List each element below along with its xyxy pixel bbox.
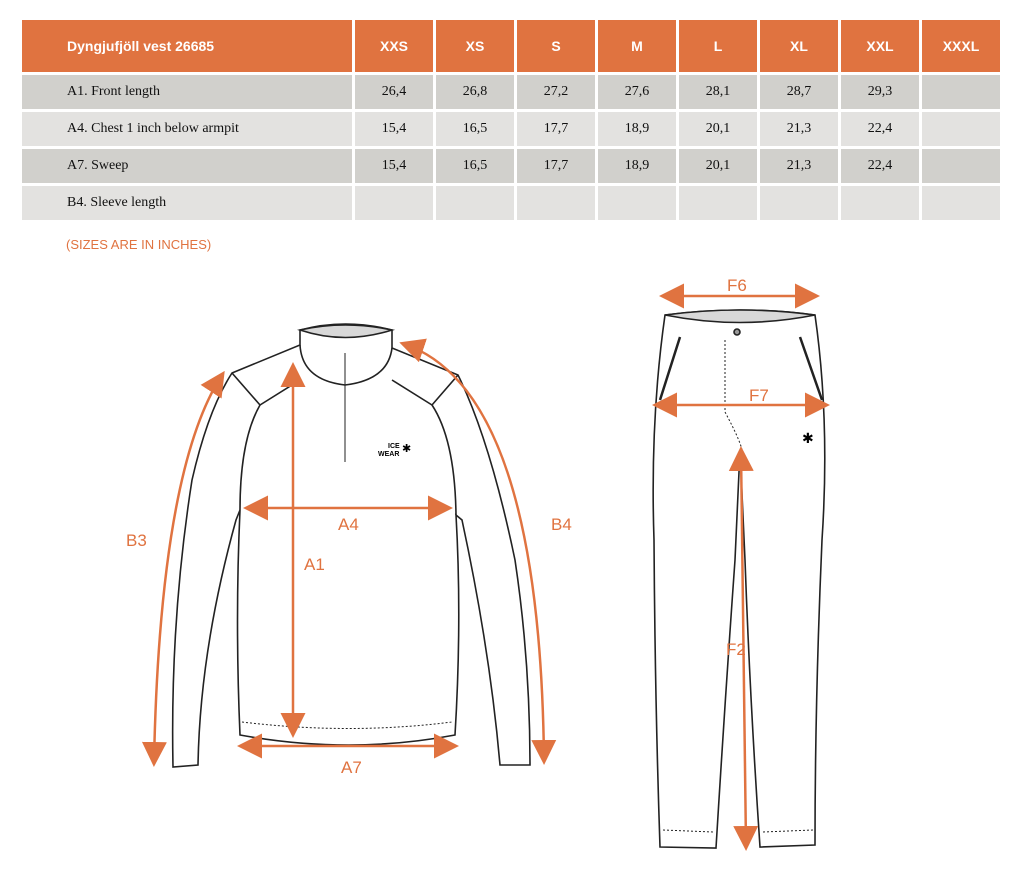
units-note: (SIZES ARE IN INCHES) — [66, 237, 212, 252]
jacket-outline — [171, 323, 531, 768]
table-cell: 16,5 — [436, 149, 514, 183]
row-label: A7. Sweep — [22, 149, 352, 183]
row-label: A1. Front length — [22, 75, 352, 109]
table-cell: 20,1 — [679, 112, 757, 146]
table-cell: 26,4 — [355, 75, 433, 109]
table-cell — [922, 186, 1000, 220]
table-cell — [598, 186, 676, 220]
size-header-s: S — [517, 20, 595, 72]
row-label: B4. Sleeve length — [22, 186, 352, 220]
table-cell — [679, 186, 757, 220]
table-cell — [922, 75, 1000, 109]
label-f6: F6 — [727, 276, 747, 295]
table-header-row: Dyngjufjöll vest 26685 XXS XS S M L XL XXL XXXL — [22, 20, 1000, 72]
b3-arrow — [141, 370, 225, 767]
pants-outline — [652, 309, 826, 849]
snowflake-logo-icon: ✱ — [402, 443, 411, 455]
row-label: A4. Chest 1 inch below armpit — [22, 112, 352, 146]
table-cell — [760, 186, 838, 220]
size-chart-table: Dyngjufjöll vest 26685 XXS XS S M L XL XXL XXXL… — [19, 17, 1003, 223]
table-cell: 15,4 — [355, 149, 433, 183]
size-header-l: L — [679, 20, 757, 72]
size-header-m: M — [598, 20, 676, 72]
table-cell: 18,9 — [598, 112, 676, 146]
table-row: B4. Sleeve length — [22, 186, 1000, 220]
size-header-xs: XS — [436, 20, 514, 72]
size-header-xxl: XXL — [841, 20, 919, 72]
size-header-xxxl: XXXL — [922, 20, 1000, 72]
table-cell: 29,3 — [841, 75, 919, 109]
table-cell — [517, 186, 595, 220]
table-cell — [841, 186, 919, 220]
label-a7: A7 — [341, 758, 362, 777]
size-header-xxs: XXS — [355, 20, 433, 72]
table-cell: 17,7 — [517, 149, 595, 183]
logo-text-wear: WEAR — [378, 451, 399, 458]
table-cell: 22,4 — [841, 149, 919, 183]
table-cell: 27,2 — [517, 75, 595, 109]
table-cell: 16,5 — [436, 112, 514, 146]
table-cell: 28,7 — [760, 75, 838, 109]
snowflake-logo-pants-icon: ✱ — [802, 432, 814, 447]
size-header-xl: XL — [760, 20, 838, 72]
table-row: A7. Sweep 15,4 16,5 17,7 18,9 20,1 21,3 22,4 — [22, 149, 1000, 183]
label-b4: B4 — [551, 515, 572, 534]
table-cell: 21,3 — [760, 149, 838, 183]
table-cell — [922, 112, 1000, 146]
table-row: A1. Front length 26,4 26,8 27,2 27,6 28,1 28,7… — [22, 75, 1000, 109]
table-cell — [436, 186, 514, 220]
table-cell: 18,9 — [598, 149, 676, 183]
table-cell: 28,1 — [679, 75, 757, 109]
logo-text-ice: ICE — [388, 443, 400, 450]
table-title: Dyngjufjöll vest 26685 — [22, 20, 352, 72]
table-cell — [355, 186, 433, 220]
b4-arrow — [399, 338, 557, 765]
table-cell: 27,6 — [598, 75, 676, 109]
label-a4: A4 — [338, 515, 359, 534]
table-cell: 26,8 — [436, 75, 514, 109]
table-cell — [922, 149, 1000, 183]
table-cell: 21,3 — [760, 112, 838, 146]
table-row: A4. Chest 1 inch below armpit 15,4 16,5 17,… — [22, 112, 1000, 146]
table-cell: 15,4 — [355, 112, 433, 146]
label-f7: F7 — [749, 386, 769, 405]
label-f2: F2 — [726, 640, 746, 659]
f2-arrow — [728, 446, 759, 851]
table-cell: 20,1 — [679, 149, 757, 183]
table-cell: 17,7 — [517, 112, 595, 146]
label-b3: B3 — [126, 531, 147, 550]
table-cell: 22,4 — [841, 112, 919, 146]
label-a1: A1 — [304, 555, 325, 574]
